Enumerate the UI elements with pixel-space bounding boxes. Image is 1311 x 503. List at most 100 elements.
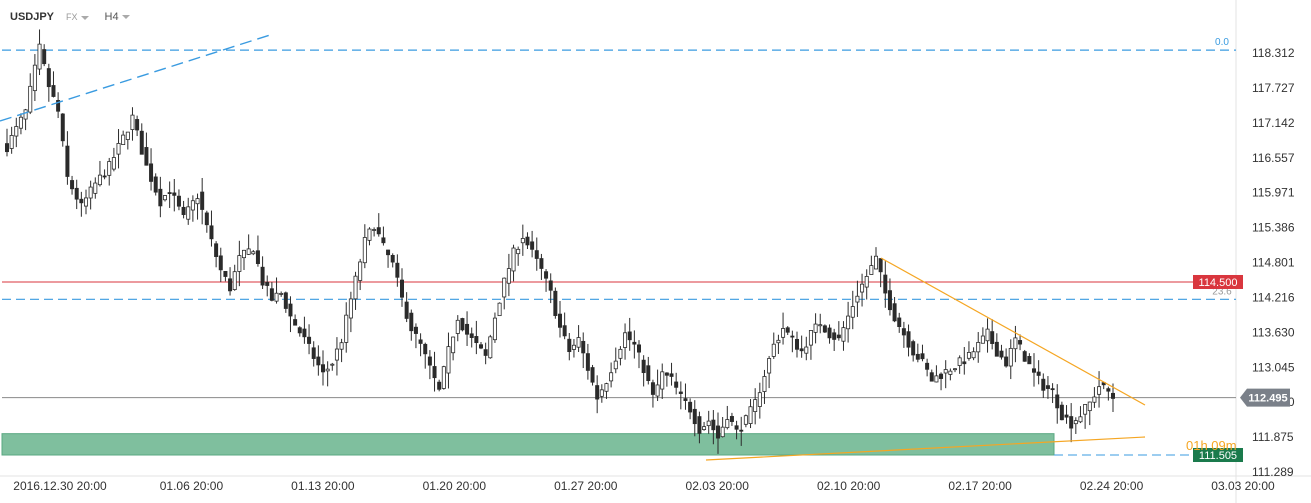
candle: [562, 312, 567, 340]
x-tick-label: 03.03 20:00: [1211, 479, 1275, 493]
y-tick-label: 116.557: [1252, 151, 1295, 165]
candle: [283, 291, 288, 313]
candle-body: [590, 367, 595, 383]
candle: [925, 358, 930, 377]
candle: [1008, 339, 1013, 380]
candle: [1064, 405, 1069, 424]
candle-body: [399, 279, 404, 298]
candle-body: [56, 100, 61, 112]
candle-body: [200, 191, 205, 210]
candle: [228, 267, 233, 296]
candle: [307, 324, 312, 355]
candle: [1092, 387, 1097, 408]
candle-body: [218, 255, 223, 271]
candle: [934, 365, 939, 383]
candle-body: [534, 250, 539, 259]
candle: [130, 107, 135, 141]
candle: [28, 73, 33, 115]
candle: [107, 157, 112, 186]
candle: [725, 405, 730, 430]
candle: [497, 302, 502, 317]
candle: [79, 191, 84, 217]
candle: [181, 200, 186, 219]
candle-body: [920, 353, 925, 360]
candle-body: [88, 186, 93, 199]
candle: [771, 332, 776, 359]
candle: [344, 302, 349, 353]
candle-body: [976, 342, 981, 353]
symbol-selector[interactable]: USDJPY: [10, 11, 55, 23]
candle-body: [655, 384, 660, 397]
candle: [506, 253, 511, 297]
candle: [167, 181, 172, 208]
candle-body: [74, 187, 79, 200]
candle-body: [915, 353, 920, 360]
timeframe-selector[interactable]: H4: [105, 11, 130, 23]
candle-body: [102, 175, 107, 178]
candle-body: [418, 339, 423, 344]
candle: [706, 410, 711, 434]
candle: [339, 338, 344, 363]
candle: [362, 224, 367, 269]
candle: [139, 123, 144, 155]
candle-body: [316, 356, 321, 366]
candle: [102, 169, 107, 180]
y-tick-label: 118.312: [1252, 46, 1295, 60]
candle-body: [892, 303, 897, 322]
candle: [623, 323, 628, 360]
candle: [214, 241, 219, 268]
candle: [60, 113, 65, 147]
x-tick-label: 01.20 20:00: [423, 479, 487, 493]
trend-lines: [0, 34, 1146, 461]
candle: [827, 324, 832, 344]
candle-body: [1073, 420, 1078, 425]
candle: [1087, 401, 1092, 426]
candle: [153, 173, 158, 196]
candle-body: [767, 358, 772, 374]
candle-body: [706, 420, 711, 427]
level-price-tag-text: 114.500: [1199, 277, 1238, 289]
candle-body: [381, 237, 386, 244]
candle-body: [530, 241, 535, 250]
candle: [892, 297, 897, 323]
candle: [251, 249, 256, 256]
candle-body: [237, 255, 242, 272]
candle: [855, 280, 860, 317]
candle-body: [711, 419, 716, 431]
candle: [293, 314, 298, 326]
candle-body: [1050, 388, 1055, 391]
candle: [836, 321, 841, 341]
candle: [241, 249, 246, 270]
candle-body: [1092, 396, 1097, 403]
candle-body: [506, 268, 511, 284]
y-axis: 118.312 117.727 117.142 116.557 115.971 115.3…: [1252, 46, 1295, 479]
candle: [1004, 348, 1009, 368]
candle: [1022, 349, 1027, 362]
candle: [915, 343, 920, 363]
candle: [887, 278, 892, 316]
candle-body: [121, 134, 126, 145]
candle: [172, 179, 177, 212]
candle-body: [93, 182, 98, 194]
candle: [51, 71, 56, 98]
candle-body: [1004, 356, 1009, 367]
candle-body: [107, 161, 112, 176]
candle: [655, 369, 660, 402]
candle: [56, 92, 61, 119]
market-selector[interactable]: FX: [66, 12, 89, 22]
candle-body: [195, 198, 200, 205]
candle-body: [702, 426, 707, 430]
candle-body: [618, 348, 623, 359]
candle: [785, 326, 790, 335]
candle-body: [288, 303, 293, 317]
candle-body: [869, 265, 874, 275]
candle-body: [297, 327, 302, 334]
y-tick-label: 111.289: [1252, 465, 1294, 479]
chart-toolbar: USDJPY FX H4: [10, 6, 130, 28]
candle-body: [716, 425, 721, 439]
candle: [88, 180, 93, 210]
x-axis: 2016.12.30 20:00 01.06 20:00 01.13 20:00 01…: [13, 479, 1275, 493]
candle-body: [223, 271, 228, 277]
candle: [743, 414, 748, 428]
